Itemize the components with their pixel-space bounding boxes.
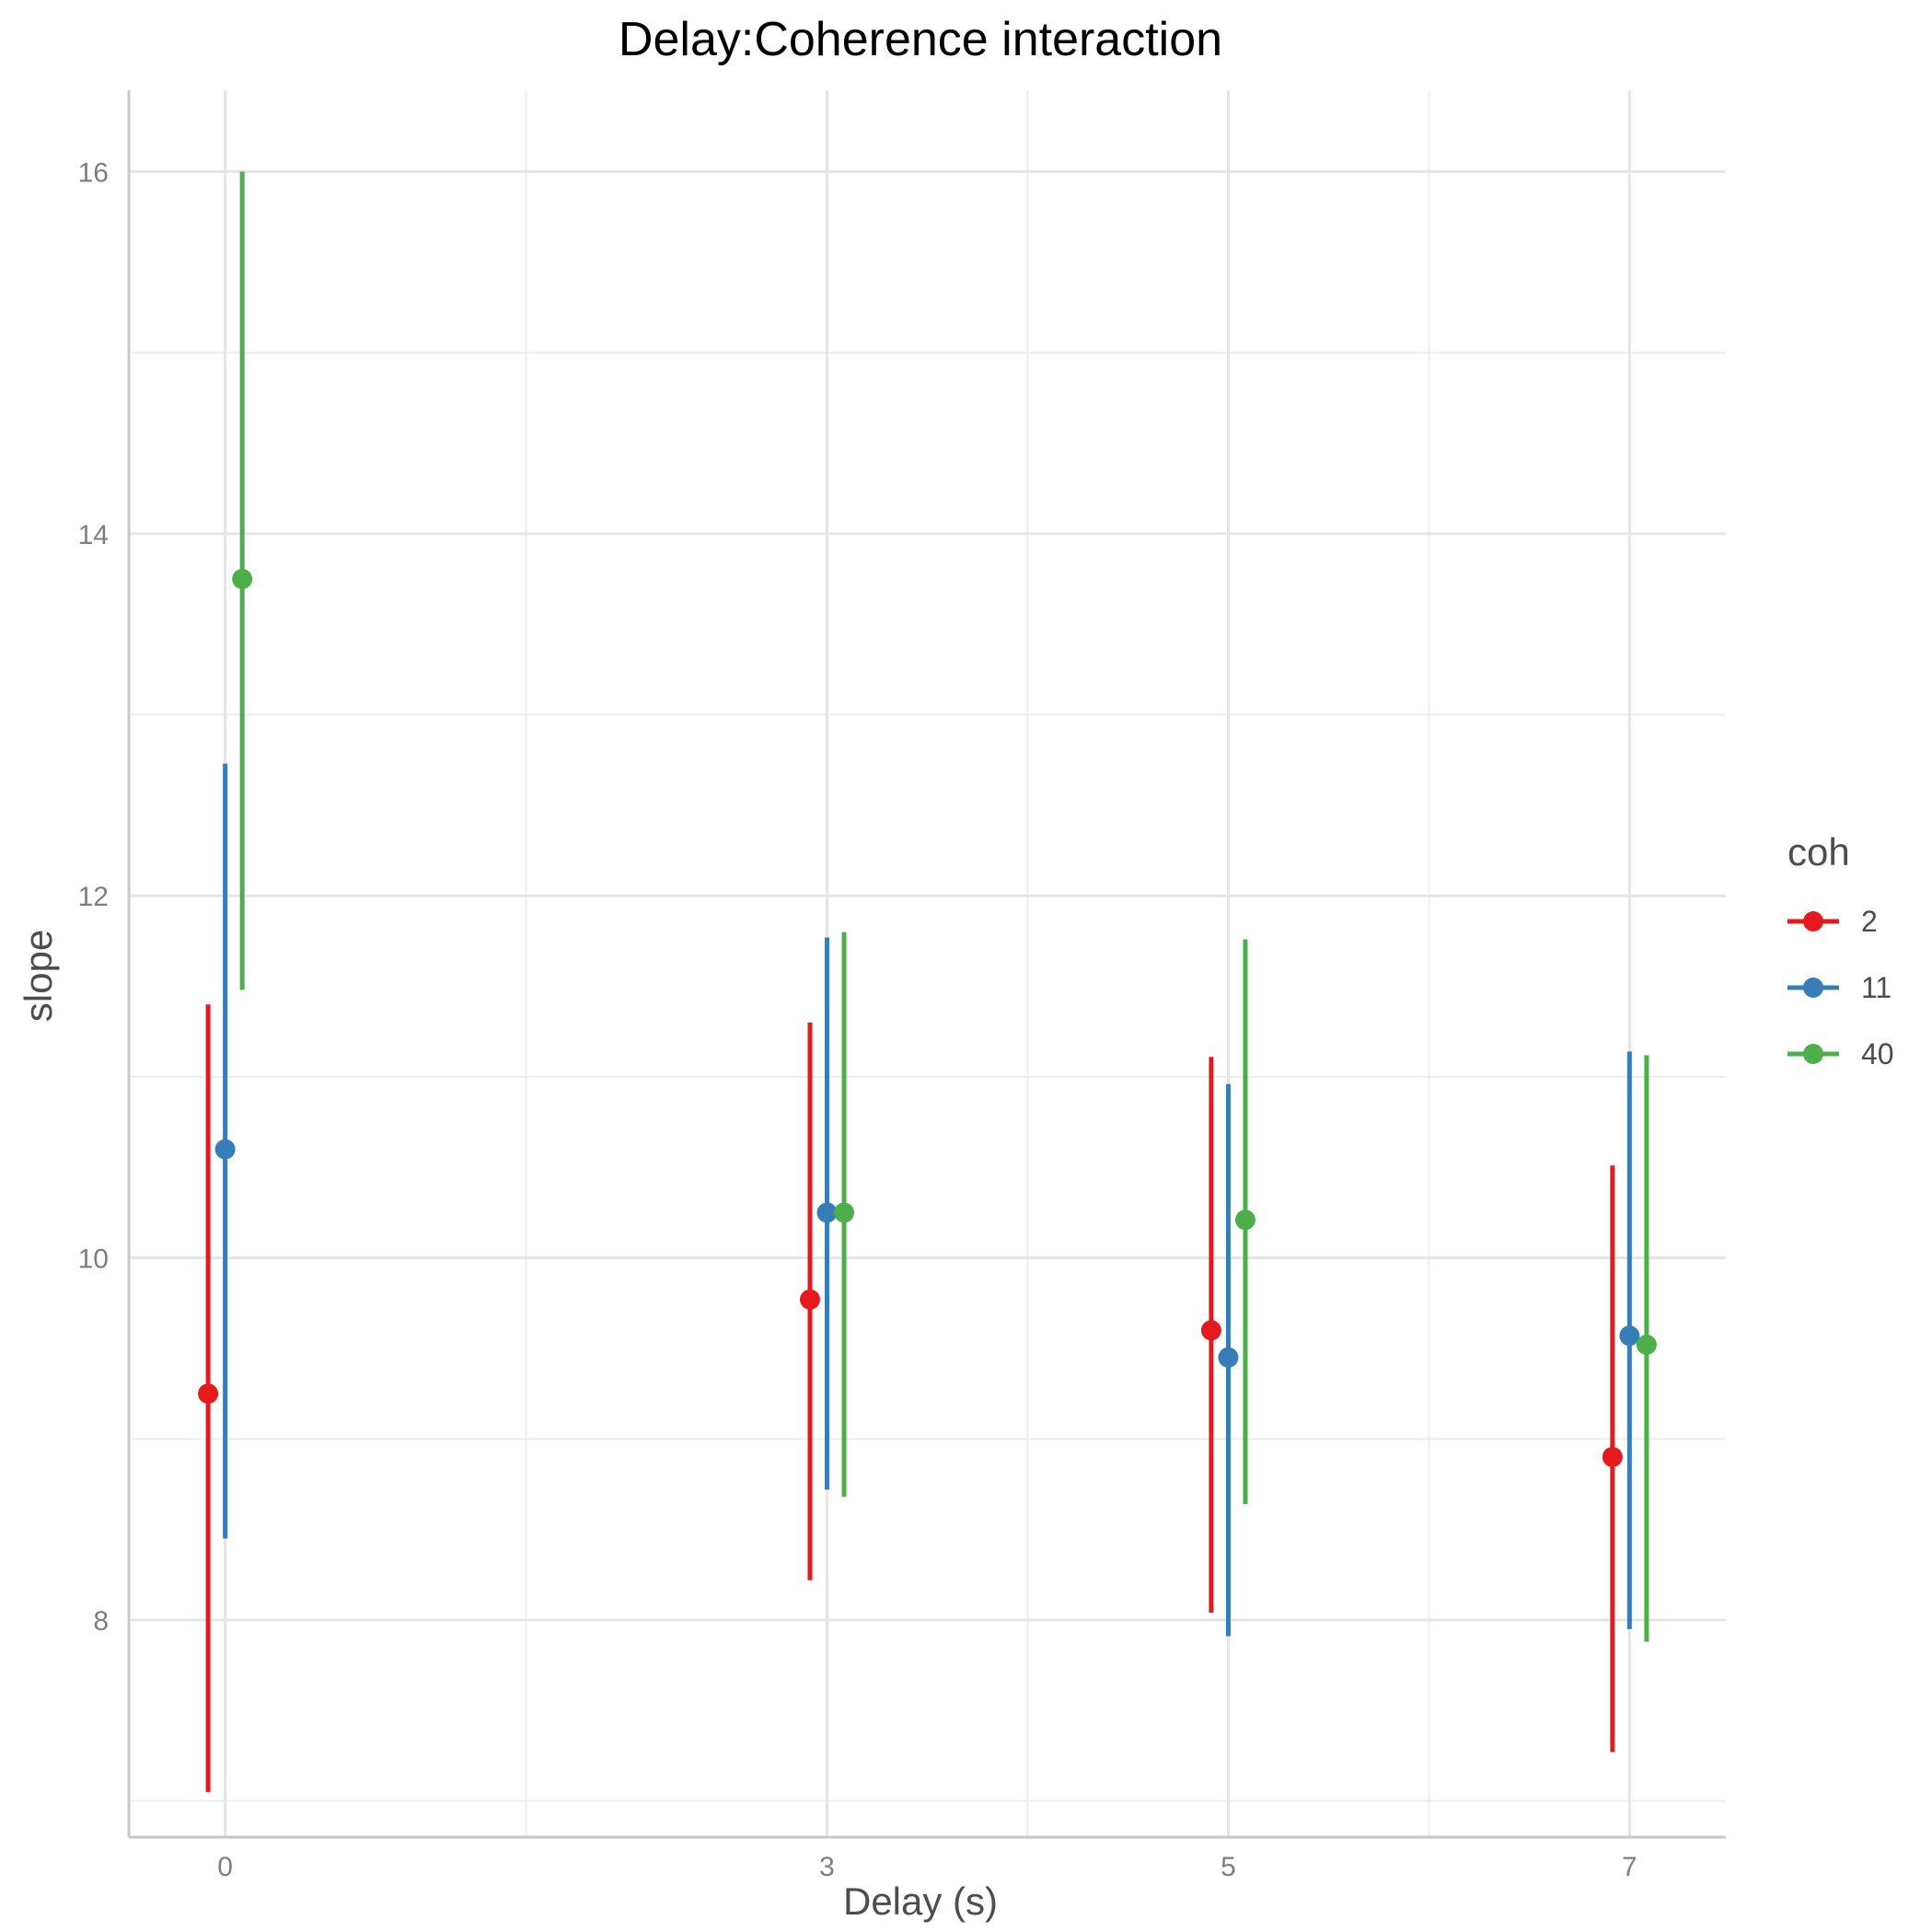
y-tick-label: 16 xyxy=(78,158,109,189)
legend-label: 11 xyxy=(1861,971,1892,1004)
data-point xyxy=(816,1202,838,1223)
y-tick-label: 12 xyxy=(78,882,109,912)
legend-title: coh xyxy=(1787,830,1850,873)
y-tick-label: 8 xyxy=(93,1606,109,1637)
legend-item-40: 40 xyxy=(1787,1037,1894,1070)
legend-item-11: 11 xyxy=(1787,971,1892,1004)
series-2 xyxy=(198,1004,1623,1792)
x-tick-label: 7 xyxy=(1622,1852,1637,1882)
data-point xyxy=(1619,1325,1640,1347)
data-point xyxy=(799,1289,820,1310)
data-point xyxy=(1200,1320,1221,1341)
legend: coh 2 11 40 xyxy=(1787,830,1894,1070)
x-axis-label: Delay (s) xyxy=(843,1880,998,1923)
data-point xyxy=(232,569,253,590)
data-point xyxy=(1218,1347,1239,1368)
legend-key-point xyxy=(1803,1044,1823,1064)
series-40 xyxy=(232,171,1657,1642)
x-tick-label: 0 xyxy=(217,1852,233,1882)
chart-title: Delay:Coherence interaction xyxy=(619,13,1222,66)
legend-key-point xyxy=(1803,911,1823,931)
y-tick-label: 14 xyxy=(78,520,109,550)
data-marks xyxy=(198,171,1657,1792)
data-point xyxy=(214,1139,236,1160)
x-tick-label: 5 xyxy=(1221,1852,1236,1882)
data-point xyxy=(1234,1209,1255,1231)
y-axis-label: slope xyxy=(17,930,60,1022)
legend-item-2: 2 xyxy=(1787,905,1878,938)
legend-label: 40 xyxy=(1861,1037,1894,1070)
axes: 8 10 12 14 16 0 3 5 7 xyxy=(78,90,1726,1882)
minor-gridlines xyxy=(129,90,1726,1837)
data-point xyxy=(834,1202,855,1223)
data-point xyxy=(1602,1446,1623,1467)
legend-key-point xyxy=(1803,978,1823,998)
data-point xyxy=(198,1383,219,1405)
series-11 xyxy=(214,763,1640,1637)
y-tick-label: 10 xyxy=(78,1244,109,1275)
x-tick-label: 3 xyxy=(819,1852,835,1882)
data-point xyxy=(1636,1335,1657,1356)
legend-label: 2 xyxy=(1861,905,1878,938)
